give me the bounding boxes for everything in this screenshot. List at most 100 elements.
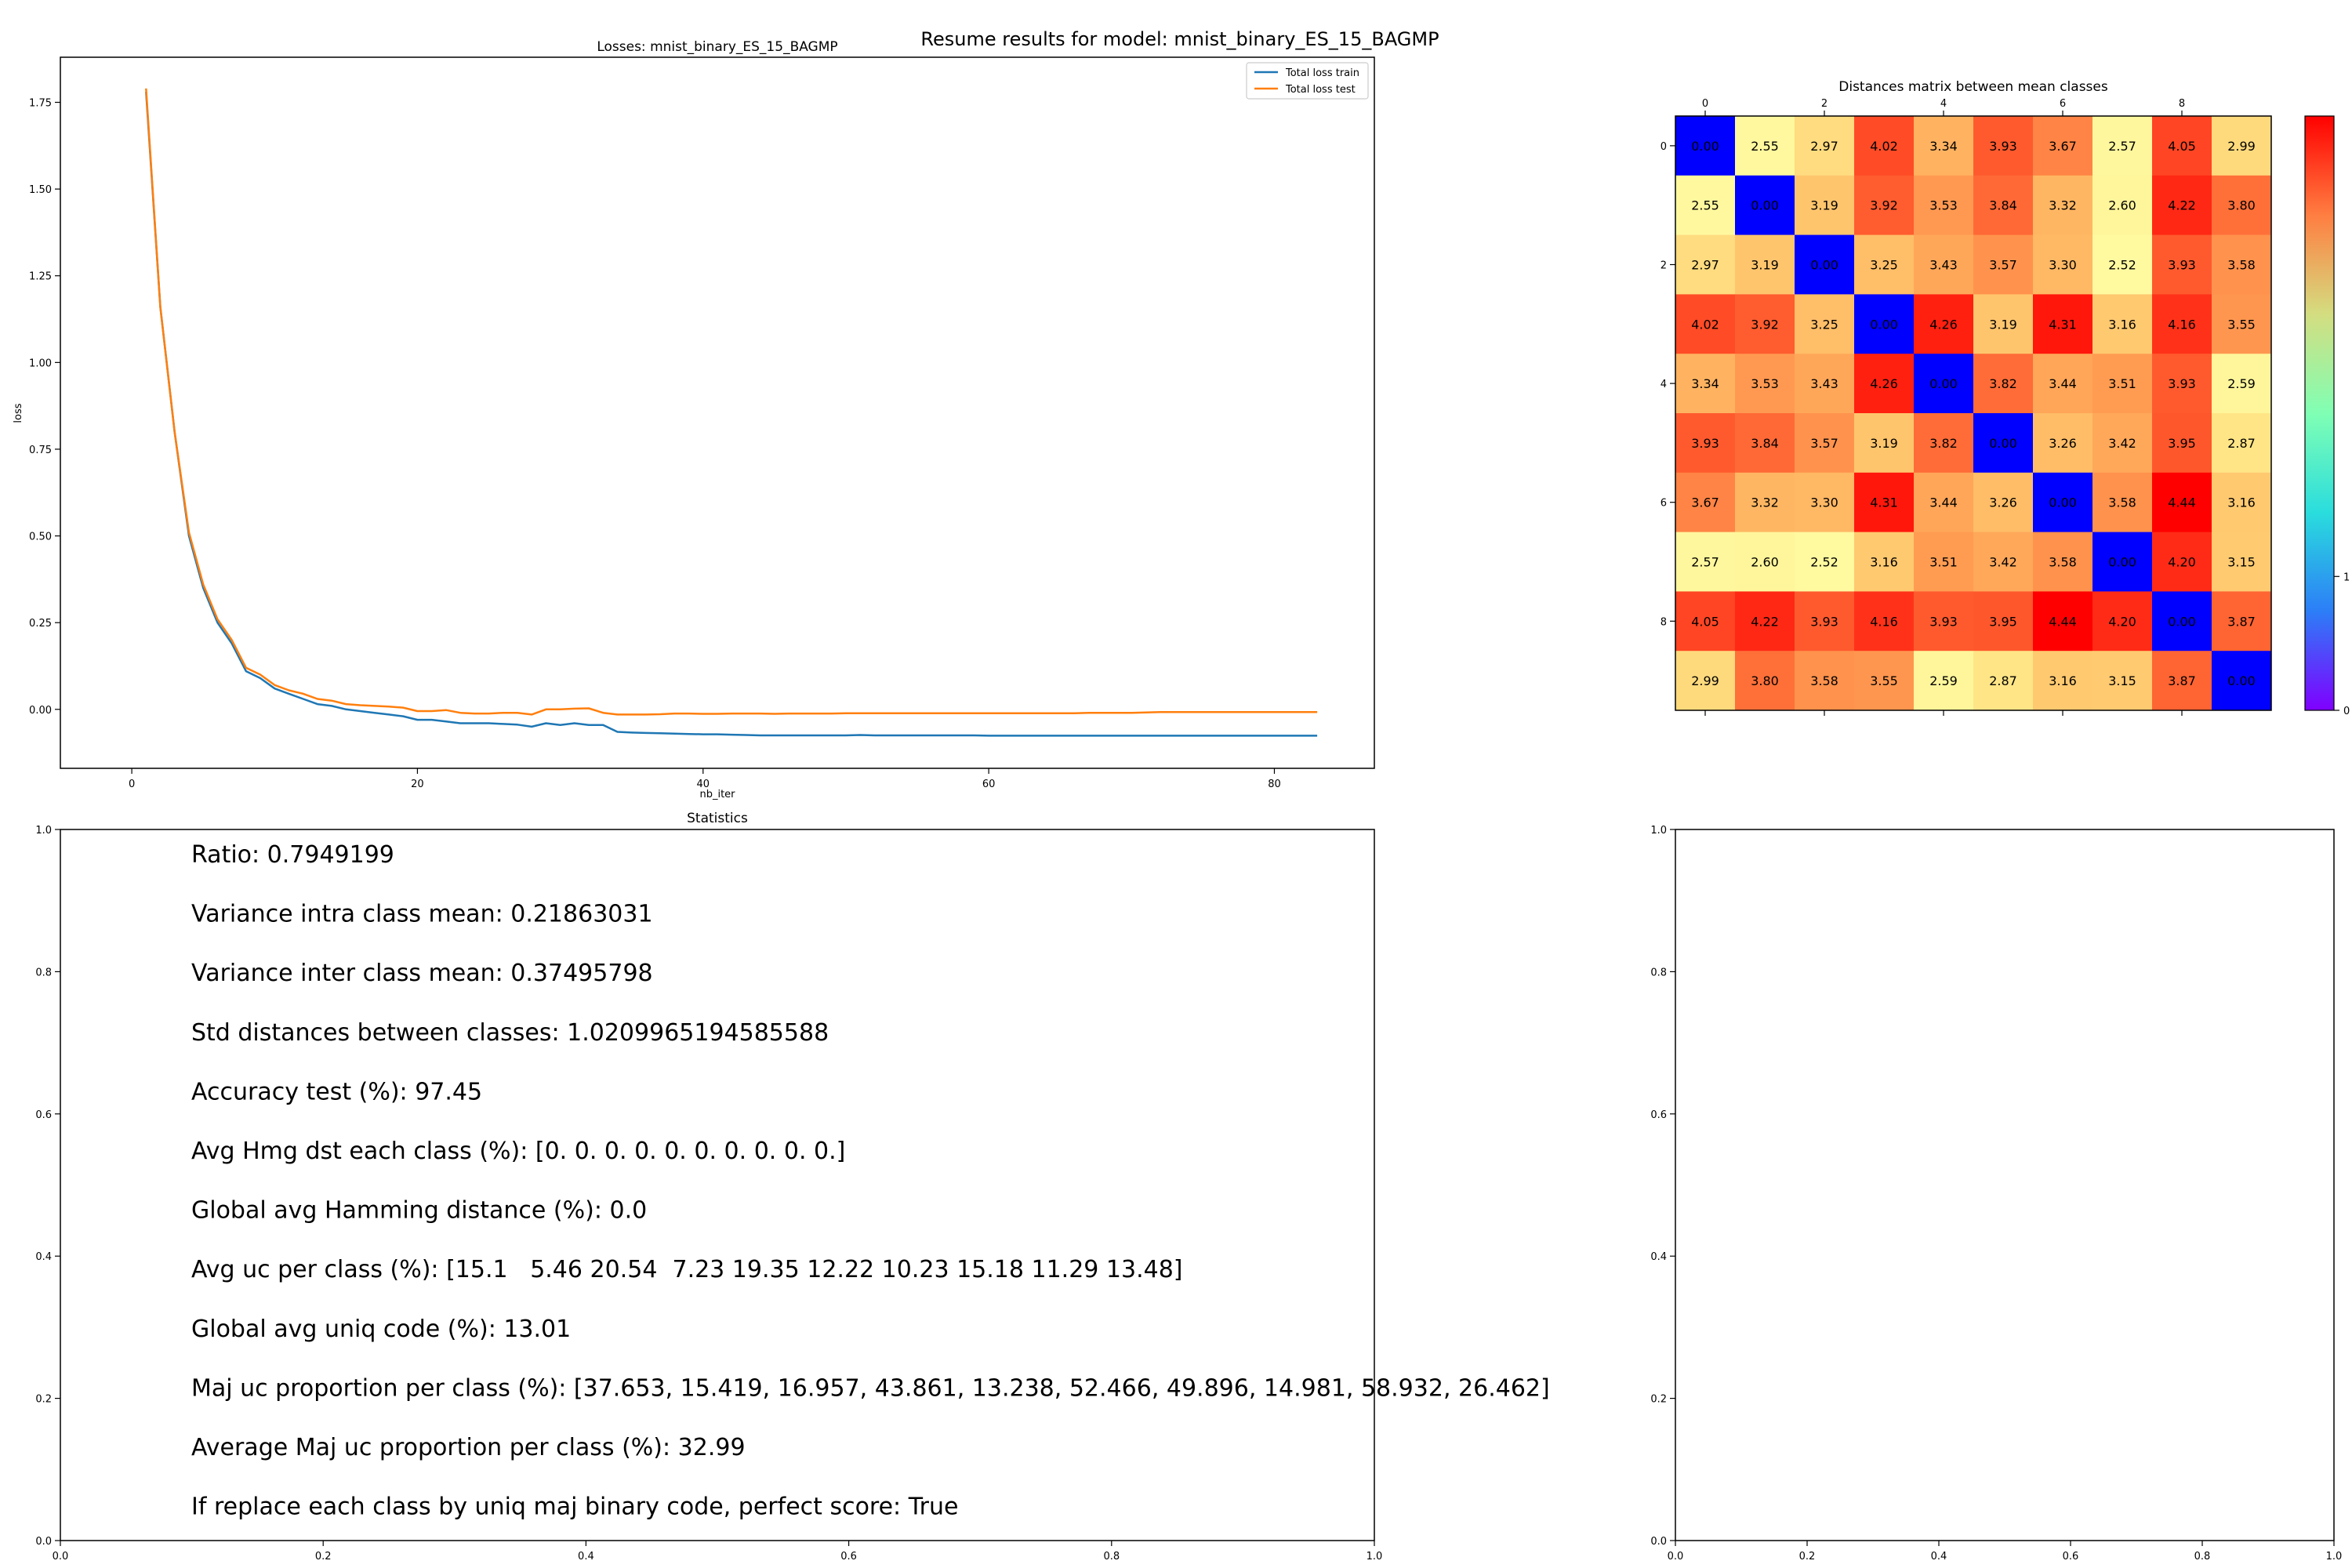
heatmap-cell-label: 2.87 [1989, 673, 2017, 688]
heatmap-xtick-label: 4 [1940, 98, 1947, 110]
heatmap-cell [2092, 234, 2153, 295]
heatmap-cell [2152, 413, 2212, 474]
heatmap-cell [1914, 116, 1974, 176]
heatmap-cell [1914, 651, 1974, 711]
heatmap-cell-label: 3.26 [2049, 436, 2077, 451]
heatmap-cell-label: 3.82 [1989, 376, 2017, 391]
heatmap-cell [1675, 175, 1736, 236]
loss-ytick-label: 1.50 [29, 184, 52, 196]
heatmap-cell-label: 3.57 [1989, 258, 2017, 273]
heatmap-ytick-label: 4 [1661, 379, 1667, 390]
heatmap-cell [2152, 472, 2212, 533]
loss-ytick-label: 1.25 [29, 271, 52, 283]
loss-xtick-label: 60 [982, 779, 996, 790]
colorbar-tick-label: 0 [2343, 706, 2350, 717]
heatmap-cell-label: 2.52 [1810, 555, 1838, 570]
heatmap-cell [2092, 651, 2153, 711]
heatmap-cell-label: 4.16 [2168, 317, 2196, 332]
heatmap-cell-label: 3.84 [1751, 436, 1779, 451]
statistics-panel: Statistics 0.0 0.2 0.4 0.6 0.8 1.0 0.0 0.2 0.4 0.… [35, 811, 1549, 1563]
heatmap-cell [1854, 472, 1915, 533]
heatmap-cell-label: 3.95 [1989, 614, 2017, 629]
loss-axes-frame [60, 56, 1375, 769]
statistics-ytick-label: 0.4 [35, 1251, 52, 1263]
heatmap-cell-label: 3.16 [2049, 673, 2077, 688]
heatmap-cell-label: 0.00 [1810, 258, 1838, 273]
heatmap-cell [2152, 116, 2212, 176]
heatmap-cell [1795, 294, 1855, 354]
heatmap-cell [2212, 591, 2272, 652]
heatmap-cell [2033, 472, 2093, 533]
loss-ytick-label: 0.50 [29, 532, 52, 543]
heatmap-cell [2212, 294, 2272, 354]
heatmap-cell [2212, 532, 2272, 592]
colorbar-tick-label: 1 [2343, 572, 2350, 583]
heatmap-cell-label: 4.26 [1929, 317, 1958, 332]
loss-ytick-label: 0.75 [29, 445, 52, 456]
heatmap-cell [2212, 651, 2272, 711]
heatmap-cell-label: 3.34 [1929, 139, 1958, 154]
heatmap-cell-label: 3.15 [2108, 673, 2136, 688]
heatmap-cell-label: 3.67 [2049, 139, 2077, 154]
loss-ylabel: loss [13, 403, 24, 423]
heatmap-cell [1973, 532, 2034, 592]
heatmap-cell-label: 4.02 [1691, 317, 1719, 332]
heatmap-cell-label: 3.67 [1691, 495, 1719, 510]
heatmap-cell [2092, 175, 2153, 236]
heatmap-ytick-label: 8 [1661, 616, 1667, 628]
statistics-xtick-label: 0.4 [578, 1551, 594, 1563]
heatmap-cell-label: 3.80 [2227, 198, 2256, 213]
heatmap-cell [1854, 234, 1915, 295]
heatmap-cell-label: 0.00 [1929, 376, 1958, 391]
heatmap-cell-label: 2.57 [1691, 555, 1719, 570]
heatmap-cell [2092, 472, 2153, 533]
heatmap-cell [1914, 234, 1974, 295]
heatmap-ytick-label: 6 [1661, 498, 1667, 510]
heatmap-cell-label: 3.53 [1929, 198, 1958, 213]
heatmap-cell-label: 3.87 [2168, 673, 2196, 688]
heatmap-cell [1675, 532, 1736, 592]
heatmap-cell-label: 3.25 [1810, 317, 1838, 332]
statistic-line: Avg uc per class (%): [15.1 5.46 20.54 7… [191, 1256, 1183, 1283]
heatmap-cell [1973, 591, 2034, 652]
heatmap-cell [1795, 175, 1855, 236]
heatmap-cell [2152, 651, 2212, 711]
heatmap-cell [2212, 413, 2272, 474]
heatmap-cell [2033, 354, 2093, 414]
statistic-line: Ratio: 0.7949199 [191, 841, 394, 869]
series-line-train [145, 92, 1318, 737]
statistics-xtick-label: 0.6 [840, 1551, 857, 1563]
statistic-line: Accuracy test (%): 97.45 [191, 1078, 482, 1105]
heatmap-cell-label: 3.93 [1989, 139, 2017, 154]
heatmap-cell [2212, 234, 2272, 295]
heatmap-cell-label: 2.60 [1751, 555, 1779, 570]
heatmap-cell-label: 4.31 [1870, 495, 1898, 510]
heatmap-cell-label: 2.97 [1691, 258, 1719, 273]
empty-panel-xtick-label: 0.8 [2194, 1551, 2211, 1563]
heatmap-xtick-label: 8 [2179, 98, 2185, 110]
heatmap-ytick-label: 0 [1661, 141, 1667, 153]
heatmap-cell-label: 3.92 [1751, 317, 1779, 332]
heatmap-cell [1735, 354, 1795, 414]
heatmap-cell-label: 2.87 [2227, 436, 2256, 451]
loss-xtick-label: 0 [129, 779, 135, 790]
heatmap-cell [1973, 175, 2034, 236]
heatmap-cell [1735, 472, 1795, 533]
heatmap-cell-label: 3.93 [1810, 614, 1838, 629]
loss-xtick-label: 80 [1268, 779, 1281, 790]
heatmap-cell [1914, 532, 1974, 592]
heatmap-cell [2033, 116, 2093, 176]
heatmap-cell-label: 3.58 [2049, 555, 2077, 570]
heatmap-cell [1675, 651, 1736, 711]
heatmap-cell [1973, 116, 2034, 176]
heatmap-cell-label: 3.58 [2108, 495, 2136, 510]
heatmap-cell [2033, 651, 2093, 711]
heatmap-cell [2033, 591, 2093, 652]
statistics-title: Statistics [687, 811, 748, 826]
empty-panel-ytick-label: 0.0 [1650, 1536, 1667, 1548]
heatmap-cell-label: 3.55 [1870, 673, 1898, 688]
empty-panel: 0.0 0.2 0.4 0.6 0.8 1.0 0.0 0.2 0.4 0.6 0.8 1.0 [1650, 825, 2342, 1563]
heatmap-cell-label: 3.42 [1989, 555, 2017, 570]
statistics-xtick-label: 1.0 [1367, 1551, 1383, 1563]
